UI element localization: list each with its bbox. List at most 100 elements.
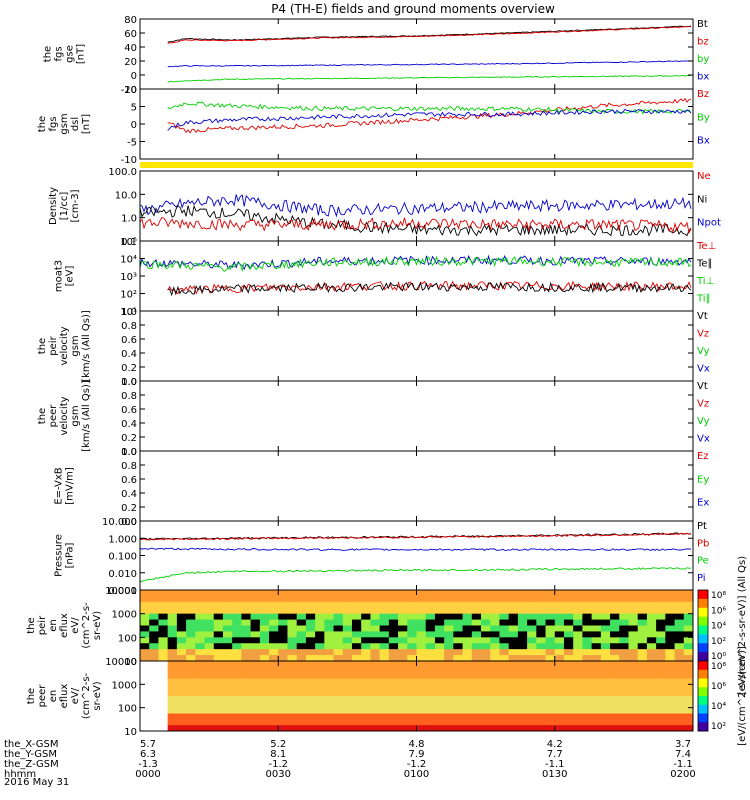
heatmap-cell: [278, 613, 288, 621]
heatmap-cell: [315, 643, 325, 650]
heatmap-cell: [204, 619, 215, 626]
heatmap-cell: [140, 595, 150, 603]
heatmap-cell: [259, 655, 270, 662]
heatmap-cell: [656, 713, 666, 720]
heatmap-cell: [287, 672, 298, 679]
heatmap-cell: [186, 601, 196, 609]
heatmap-cell: [683, 713, 694, 720]
heatmap-cell: [573, 684, 583, 691]
heatmap-cell: [554, 713, 565, 720]
heatmap-cell: [674, 661, 685, 668]
heatmap-cell: [563, 643, 574, 650]
heatmap-cell: [232, 595, 242, 603]
heatmap-cell: [213, 666, 224, 674]
heatmap-cell: [637, 637, 648, 644]
heatmap-cell: [545, 701, 556, 709]
heatmap-cell: [453, 590, 464, 597]
heatmap-cell: [600, 631, 611, 638]
heatmap-cell: [278, 607, 288, 615]
heatmap-cell: [637, 619, 648, 626]
heatmap-cell: [628, 696, 639, 703]
heatmap-cell: [573, 590, 583, 597]
heatmap-cell: [195, 661, 206, 668]
heatmap-cell: [416, 701, 427, 709]
heatmap-cell: [499, 690, 510, 697]
heatmap-cell: [250, 649, 261, 656]
heatmap-cell: [471, 696, 482, 703]
heatmap-cell: [176, 601, 187, 609]
panel-frame: [139, 88, 694, 160]
heatmap-cell: [444, 707, 454, 714]
heatmap-cell: [637, 595, 648, 603]
colorbar-step: [698, 704, 708, 714]
heatmap-cell: [481, 631, 491, 638]
heatmap-cell: [176, 725, 187, 732]
series-Te⊥: [167, 280, 692, 295]
heatmap-cell: [490, 707, 500, 714]
heatmap-cell: [683, 666, 694, 674]
heatmap-cell: [204, 672, 215, 679]
heatmap-cell: [351, 719, 362, 726]
heatmap-cell: [665, 701, 676, 709]
heatmap-cell: [213, 643, 224, 650]
legend-Vz: Vz: [697, 329, 709, 340]
heatmap-cell: [407, 690, 417, 697]
y-tick-label: 0.100: [108, 552, 137, 563]
heatmap-cell: [222, 607, 233, 615]
heatmap-cell: [462, 613, 473, 621]
heatmap-cell: [656, 637, 666, 644]
heatmap-cell: [250, 601, 261, 609]
heatmap-cell: [232, 637, 242, 644]
heatmap-cell: [213, 678, 224, 685]
heatmap-cell: [462, 672, 473, 679]
heatmap-cell: [259, 625, 270, 632]
heatmap-cell: [610, 672, 620, 679]
heatmap-cell: [683, 725, 694, 732]
colorbar-step: [698, 687, 708, 697]
heatmap-cell: [315, 655, 325, 662]
heatmap-cell: [573, 690, 583, 697]
heatmap-cell: [158, 625, 169, 632]
heatmap-cell: [195, 678, 206, 685]
heatmap-cell: [232, 701, 242, 709]
heatmap-cell: [379, 719, 390, 726]
heatmap-cell: [342, 678, 353, 685]
heatmap-cell: [536, 707, 547, 714]
heatmap-cell: [453, 713, 464, 720]
heatmap-cell: [333, 666, 344, 674]
heatmap-cell: [398, 643, 408, 650]
heatmap-cell: [545, 707, 556, 714]
y-axis-label-line: peir: [48, 335, 59, 355]
y-axis-label-line: eV/: [70, 617, 81, 634]
heatmap-cell: [167, 619, 178, 626]
heatmap-cell: [453, 672, 464, 679]
heatmap-cell: [324, 707, 335, 714]
heatmap-cell: [259, 601, 270, 609]
heatmap-cell: [462, 625, 473, 632]
heatmap-cell: [536, 672, 547, 679]
heatmap-cell: [269, 637, 279, 644]
heatmap-cell: [388, 719, 399, 726]
heatmap-cell: [204, 649, 215, 656]
x-tick-label: 6.3: [140, 749, 156, 760]
heatmap-cell: [573, 613, 583, 621]
heatmap-cell: [683, 619, 694, 626]
series-bx: [167, 60, 692, 68]
heatmap-cell: [517, 637, 528, 644]
heatmap-cell: [637, 707, 648, 714]
heatmap-cell: [213, 655, 224, 662]
heatmap-cell: [554, 625, 565, 632]
heatmap-cell: [333, 601, 344, 609]
y-tick-label: 10.0: [115, 190, 137, 201]
heatmap-cell: [646, 595, 657, 603]
heatmap-cell: [324, 655, 335, 662]
heatmap-cell: [370, 601, 381, 609]
heatmap-cell: [379, 590, 390, 597]
heatmap-cell: [573, 619, 583, 626]
heatmap-cell: [388, 637, 399, 644]
heatmap-cell: [204, 601, 215, 609]
heatmap-cell: [315, 607, 325, 615]
heatmap-cell: [333, 643, 344, 650]
heatmap-cell: [241, 672, 252, 679]
